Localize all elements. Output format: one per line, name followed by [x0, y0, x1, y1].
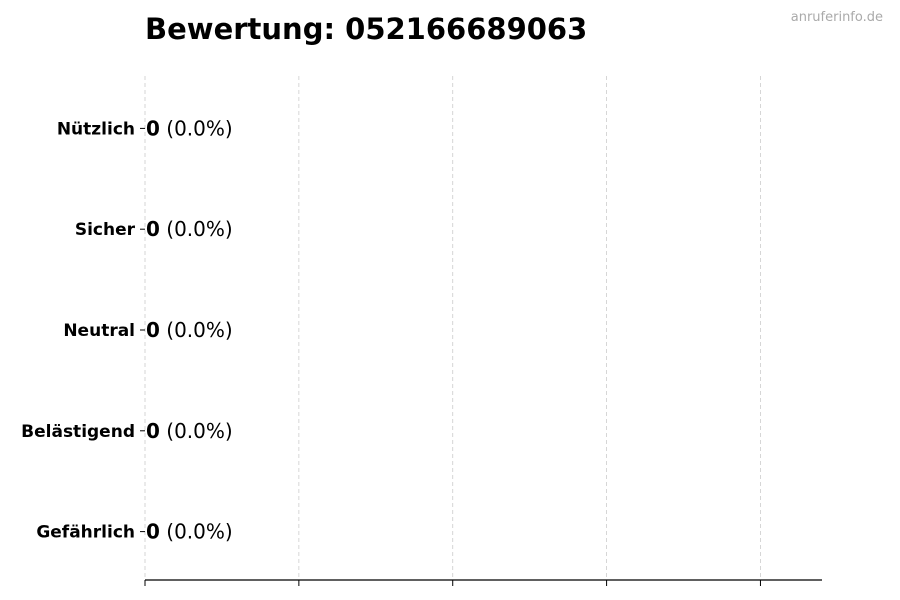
- data-label-percent: (0.0%): [160, 217, 233, 241]
- data-label-count: 0: [146, 217, 160, 241]
- data-label-count: 0: [146, 116, 160, 140]
- data-label-percent: (0.0%): [160, 318, 233, 342]
- category-label: Gefährlich: [36, 523, 135, 543]
- category-label: Sicher: [75, 220, 136, 240]
- data-label: 0 (0.0%): [146, 318, 233, 342]
- category-label: Nützlich: [57, 119, 135, 139]
- watermark: anruferinfo.de: [790, 10, 883, 25]
- data-label: 0 (0.0%): [146, 116, 233, 140]
- data-label: 0 (0.0%): [146, 217, 233, 241]
- category-label: Belästigend: [21, 422, 135, 442]
- data-label: 0 (0.0%): [146, 520, 233, 544]
- data-label-percent: (0.0%): [160, 116, 233, 140]
- data-label-count: 0: [146, 520, 160, 544]
- data-label-count: 0: [146, 419, 160, 443]
- data-label-percent: (0.0%): [160, 419, 233, 443]
- data-label-percent: (0.0%): [160, 520, 233, 544]
- data-label: 0 (0.0%): [146, 419, 233, 443]
- data-label-count: 0: [146, 318, 160, 342]
- category-label: Neutral: [63, 321, 135, 341]
- chart-title: Bewertung: 052166689063: [145, 12, 588, 46]
